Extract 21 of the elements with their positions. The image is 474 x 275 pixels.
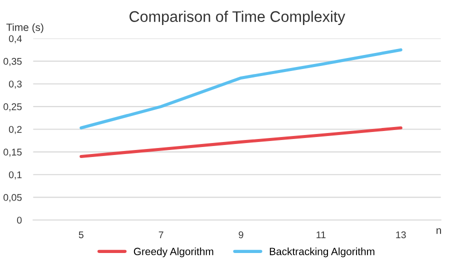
- y-tick-label: 0,4: [8, 35, 22, 44]
- y-tick-label: 0,25: [4, 103, 22, 112]
- x-axis-title: n: [436, 228, 442, 234]
- line-series: [80, 126, 402, 158]
- x-tick-label: 7: [158, 231, 164, 238]
- y-tick-label: 0,3: [8, 80, 22, 89]
- y-tick-label: 0,35: [4, 58, 22, 66]
- x-tick-label: 9: [238, 231, 244, 238]
- y-tick-label: 0,05: [4, 194, 22, 202]
- chart-title: Comparison of Time Complexity: [130, 10, 346, 26]
- x-tick-label: 13: [396, 231, 406, 238]
- legend-label: Backtracking Algorithm: [270, 248, 374, 258]
- x-tick-label: 11: [316, 231, 326, 238]
- y-tick-label: 0,15: [4, 148, 22, 157]
- y-tick-label: 0,2: [8, 126, 22, 134]
- legend-label: Greedy Algorithm: [134, 248, 214, 258]
- x-tick-label: 5: [78, 231, 84, 238]
- line-series: [80, 48, 402, 130]
- y-axis-title: Time (s): [6, 23, 44, 34]
- y-tick-label: 0,1: [8, 171, 22, 180]
- y-tick-label: 0: [17, 216, 22, 224]
